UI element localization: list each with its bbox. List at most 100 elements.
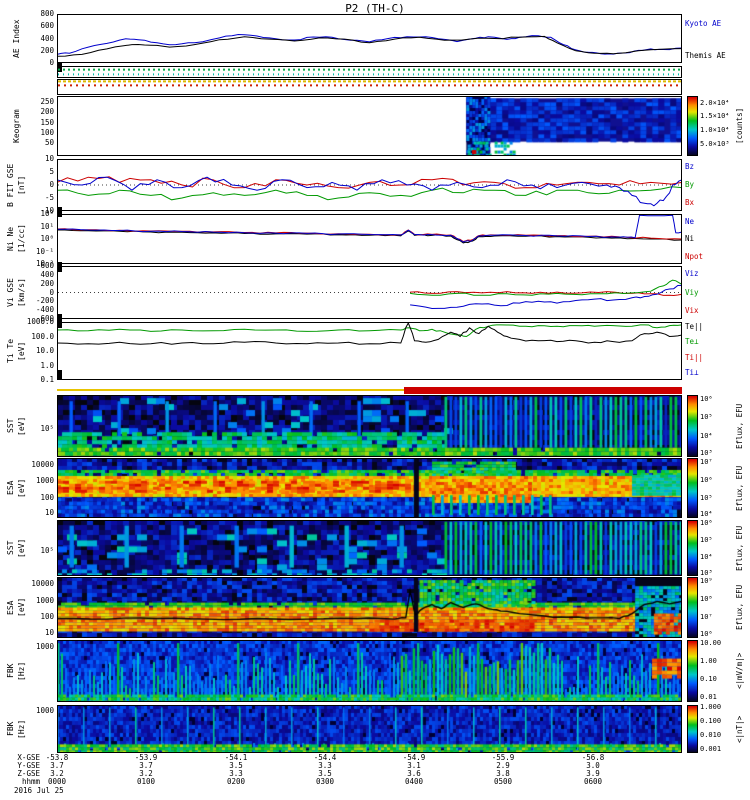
ephemeris-value: 3.6 — [407, 769, 421, 778]
velocity-series-Viz — [410, 284, 682, 310]
y-tick — [57, 63, 62, 64]
time-tick-label: 0500 — [493, 777, 513, 786]
sst-electron-ytick-label: 10⁵ — [40, 546, 54, 555]
bfit-legend-label: Bz — [685, 162, 695, 171]
y-tick — [57, 215, 62, 216]
y-tick — [57, 316, 62, 317]
velocity-ytick-label: -200 — [35, 296, 54, 305]
y-tick — [57, 270, 62, 271]
keogram-ytick-label: 150 — [40, 118, 54, 127]
y-tick — [57, 325, 62, 326]
keogram-colorbar-tick-label: 1.0×10⁴ — [700, 126, 730, 134]
sst-ion-plot-area — [57, 395, 682, 457]
sst-electron-colorbar-tick-label: 10⁴ — [700, 553, 713, 561]
velocity-ytick-label: 600 — [40, 261, 54, 270]
survey-mode-bar-segment — [404, 387, 682, 394]
date-label: 2016 Jul 25 — [14, 786, 64, 795]
esa-electron-colorbar — [687, 577, 698, 638]
ae-index-plot-area — [57, 14, 682, 72]
y-tick — [57, 265, 62, 266]
y-tick — [57, 323, 62, 324]
flag-strip-2-plot-area — [57, 79, 682, 95]
temperature-plot-area — [57, 322, 682, 380]
ae-index-ytick-label: 0 — [49, 58, 54, 67]
bfit-series-Bz — [57, 176, 682, 207]
ephemeris-value: 3.2 — [50, 769, 64, 778]
esa-electron-colorbar-tick-label: 10⁷ — [700, 613, 713, 621]
sst-ion-colorbar-tick-label: 10³ — [700, 449, 713, 457]
density-ytick-label: 10⁰ — [40, 234, 54, 243]
ephemeris-value: 3.3 — [318, 761, 332, 770]
velocity-ytick-label: -400 — [35, 305, 54, 314]
keogram-colorbar-tick-label: 1.5×10⁴ — [700, 112, 730, 120]
keogram-ytick-label: 50 — [44, 138, 54, 147]
fbk-e-colorbar-unit: <|mV/m|> — [735, 652, 744, 690]
y-tick — [57, 212, 62, 213]
flag-strip-2-panel — [0, 79, 750, 95]
y-tick — [57, 315, 62, 316]
fbk-e-colorbar-tick-label: 1.00 — [700, 657, 717, 665]
ephemeris-value: 3.7 — [50, 761, 64, 770]
sst-electron-panel: SST [eV] 10⁵ 10⁶ 10⁵ 10⁴ 10³ Eflux, EFU — [0, 519, 750, 577]
fbk-b-colorbar-tick-label: 0.001 — [700, 745, 722, 753]
y-tick — [57, 268, 62, 269]
velocity-panel: Vi GSE [km/s] 600 400 200 0 -200 -400 -600 Viz Viy… — [0, 262, 750, 328]
y-tick — [57, 269, 62, 270]
y-tick — [57, 754, 62, 755]
sst-ion-colorbar — [687, 395, 698, 457]
fbk-e-ytick-label: 1000 — [35, 642, 54, 651]
survey-mode-bar-segment — [57, 389, 682, 391]
esa-ion-plot-area — [57, 458, 682, 518]
ae-index-ytick-label: 800 — [40, 9, 54, 18]
bfit-series-Bx — [57, 176, 682, 189]
temperature-legend-label: Ti⊥ — [685, 368, 699, 377]
bfit-ytick-label: 5 — [49, 167, 54, 176]
esa-ion-colorbar-tick-label: 10⁴ — [700, 510, 713, 518]
survey-mode-bar-plot-area — [57, 387, 682, 394]
y-tick — [57, 208, 62, 209]
ephemeris-value: 3.0 — [586, 761, 600, 770]
keogram-ytick-label: 100 — [40, 128, 54, 137]
esa-ion-ytick-label: 1000 — [35, 476, 54, 485]
time-tick-label: 0000 — [47, 777, 67, 786]
flag-strip-1-plot-area — [57, 66, 682, 78]
time-tick-label: 0100 — [136, 777, 156, 786]
density-ytick-label: 10⁻² — [35, 259, 54, 268]
fbk-e-plot-area — [57, 640, 682, 702]
ae-index-ytick-label: 600 — [40, 21, 54, 30]
y-tick — [57, 317, 62, 318]
ae-index-ytick-label: 200 — [40, 46, 54, 55]
esa-electron-panel: ESA [eV] 10000 1000 100 10 10⁹ 10⁸ 10⁷ 10⁶ Eflux, … — [0, 577, 750, 638]
velocity-legend-label: Viz — [685, 269, 699, 278]
esa-electron-colorbar-tick-label: 10⁸ — [700, 595, 713, 603]
ephemeris-value: 2.9 — [496, 761, 510, 770]
velocity-series-Vix — [410, 291, 682, 297]
velocity-axis-title: Vi GSE — [6, 278, 15, 307]
y-tick — [57, 327, 62, 328]
sst-ion-colorbar-unit: Eflux, EFU — [735, 403, 744, 449]
fbk-e-spectrogram — [57, 640, 682, 702]
y-tick — [57, 372, 62, 373]
y-tick — [57, 68, 62, 69]
temperature-legend-label: Te⊥ — [685, 337, 699, 346]
density-panel: Ni Ne [1/cc] 10² 10¹ 10⁰ 10⁻¹ 10⁻² Ne Ni Npot — [0, 210, 750, 272]
y-tick — [57, 267, 62, 268]
y-tick — [57, 211, 62, 212]
velocity-ytick-label: 0 — [49, 288, 54, 297]
sst-electron-colorbar-tick-label: 10⁶ — [700, 519, 713, 527]
ephemeris-value: 3.2 — [139, 769, 153, 778]
y-tick — [57, 377, 62, 378]
density-ytick-label: 10² — [40, 209, 54, 218]
ae-index-plot — [57, 33, 682, 57]
esa-ion-colorbar-tick-label: 10⁶ — [700, 476, 713, 484]
velocity-series-Viy — [410, 279, 682, 296]
sst-electron-colorbar-tick-label: 10⁵ — [700, 536, 713, 544]
bfit-panel: B FIT GSE [nT] 10 5 0 -5 -10 Bz By Bx — [0, 155, 750, 217]
ephemeris-row-label: Y-GSE — [17, 761, 40, 770]
sst-electron-plot-area — [57, 520, 682, 576]
temperature-ytick-label: 1.0 — [40, 361, 54, 370]
ae-index-legend-label: Themis AE — [685, 51, 726, 60]
keogram-spectrogram — [57, 96, 682, 156]
y-tick — [57, 71, 62, 72]
density-legend-label: Ne — [685, 217, 695, 226]
